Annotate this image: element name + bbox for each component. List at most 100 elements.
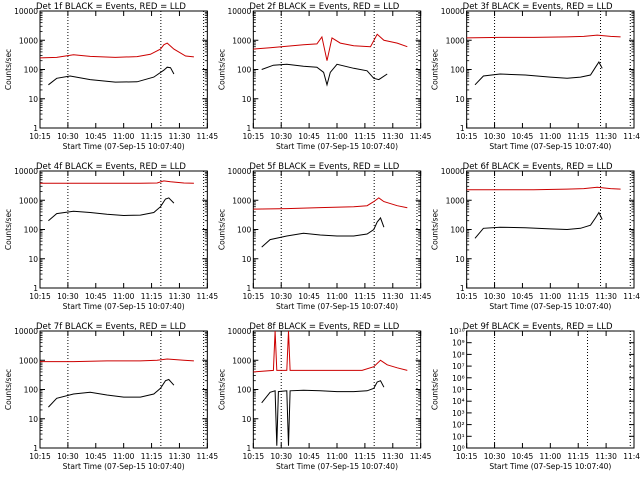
- y-tick-label: 10: [242, 415, 252, 424]
- y-axis-label: Counts/sec: [4, 49, 13, 90]
- events-series-line: [261, 216, 385, 248]
- y-tick-label: 100: [237, 66, 252, 75]
- y-tick-label: 100: [24, 226, 39, 235]
- lld-series-line: [466, 34, 621, 39]
- y-axis-label: Counts/sec: [217, 209, 226, 250]
- x-tick-label: 11:00: [326, 132, 348, 141]
- y-axis-label: Counts/sec: [431, 209, 440, 250]
- x-tick-label: 11:00: [113, 132, 135, 141]
- plot-frame: [466, 10, 635, 129]
- x-tick-label: 11:30: [595, 132, 617, 141]
- x-tick-label: 11:45: [623, 132, 640, 141]
- y-tick-label: 10000: [14, 327, 38, 336]
- x-tick-label: 10:45: [298, 292, 320, 301]
- panel-6: Det 6f BLACK = Events, RED = LLD 1 10 100 10…: [431, 162, 640, 311]
- panel-title: Det 1f BLACK = Events, RED = LLD: [36, 2, 186, 12]
- y-tick-label: 1000: [19, 36, 38, 45]
- x-tick-label: 11:45: [410, 292, 432, 301]
- plot-frame: [252, 170, 422, 289]
- x-axis-label: Start Time (07-Sep-15 10:07:40): [489, 142, 611, 151]
- y-tick-label: 10: [242, 255, 252, 264]
- y-tick-label: 10000: [441, 7, 465, 16]
- events-series-line: [48, 66, 175, 86]
- events-series-line: [474, 211, 603, 239]
- y-tick-label: 10⁶: [452, 374, 465, 383]
- x-tick-label: 11:00: [540, 132, 562, 141]
- x-tick-label: 10:45: [298, 132, 320, 141]
- x-axis-label: Start Time (07-Sep-15 10:07:40): [63, 142, 185, 151]
- y-tick-label: 10⁹: [452, 339, 465, 348]
- x-tick-label: 10:15: [243, 292, 265, 301]
- y-tick-label: 10⁵: [452, 386, 465, 395]
- y-tick-label: 10: [28, 415, 38, 424]
- y-tick-label: 10000: [227, 327, 251, 336]
- plot-frame: [252, 330, 422, 449]
- x-tick-label: 10:15: [456, 132, 478, 141]
- x-tick-label: 11:30: [169, 292, 191, 301]
- y-tick-label: 10: [242, 95, 252, 104]
- x-tick-label: 11:00: [540, 292, 562, 301]
- y-tick-label: 10000: [227, 7, 251, 16]
- y-axis-label: Counts/sec: [431, 49, 440, 90]
- plot-frame: [466, 330, 635, 449]
- x-tick-label: 11:00: [113, 452, 135, 461]
- lld-series-line: [253, 330, 408, 373]
- y-tick-label: 1000: [232, 196, 251, 205]
- x-tick-label: 10:15: [456, 292, 478, 301]
- x-tick-label: 11:45: [197, 132, 219, 141]
- x-tick-label: 11:15: [141, 452, 163, 461]
- lld-series-line: [466, 186, 621, 191]
- y-tick-label: 1: [247, 284, 252, 293]
- panel-2: Det 2f BLACK = Events, RED = LLD 1 10 100 10…: [217, 2, 431, 151]
- x-tick-label: 11:15: [354, 132, 376, 141]
- x-tick-label: 10:45: [512, 132, 534, 141]
- y-tick-label: 10000: [441, 167, 465, 176]
- y-tick-label: 10: [455, 255, 465, 264]
- x-tick-label: 11:45: [197, 292, 219, 301]
- panel-title: Det 6f BLACK = Events, RED = LLD: [463, 162, 613, 172]
- x-tick-label: 11:30: [382, 452, 404, 461]
- x-tick-label: 11:15: [354, 452, 376, 461]
- x-tick-label: 10:15: [243, 132, 265, 141]
- x-tick-label: 10:30: [57, 452, 79, 461]
- x-tick-label: 11:30: [382, 292, 404, 301]
- lld-series-line: [39, 42, 194, 59]
- y-axis-label: Counts/sec: [217, 49, 226, 90]
- panel-title: Det 7f BLACK = Events, RED = LLD: [36, 322, 186, 332]
- y-tick-label: 1: [33, 444, 38, 453]
- panel-title: Det 8f BLACK = Events, RED = LLD: [249, 322, 399, 332]
- x-tick-label: 10:15: [29, 292, 51, 301]
- x-tick-label: 10:15: [29, 132, 51, 141]
- x-tick-label: 11:45: [410, 452, 432, 461]
- events-series-line: [261, 63, 388, 87]
- x-tick-label: 11:15: [567, 132, 589, 141]
- x-tick-label: 10:30: [57, 292, 79, 301]
- lld-series-line: [40, 180, 194, 184]
- y-tick-label: 1: [33, 124, 38, 133]
- x-tick-label: 11:00: [326, 452, 348, 461]
- lld-series-line: [253, 197, 408, 210]
- x-tick-label: 10:30: [484, 452, 506, 461]
- y-tick-label: 10000: [14, 167, 38, 176]
- plot-frame: [252, 10, 422, 129]
- events-series-line: [261, 380, 385, 446]
- y-tick-label: 1: [33, 284, 38, 293]
- events-series-line: [48, 378, 175, 408]
- y-tick-label: 10000: [227, 167, 251, 176]
- panel-title: Det 9f BLACK = Events, RED = LLD: [463, 322, 613, 332]
- x-tick-label: 11:15: [567, 452, 589, 461]
- y-tick-label: 100: [24, 386, 39, 395]
- x-tick-label: 11:45: [197, 452, 219, 461]
- lld-series-line: [40, 358, 194, 363]
- x-tick-label: 10:30: [484, 292, 506, 301]
- x-tick-label: 11:15: [567, 292, 589, 301]
- y-tick-label: 10000: [14, 7, 38, 16]
- y-tick-label: 1000: [232, 36, 251, 45]
- x-tick-label: 10:30: [57, 132, 79, 141]
- y-tick-label: 1000: [446, 36, 465, 45]
- x-tick-label: 10:45: [85, 132, 107, 141]
- panel-1: Det 1f BLACK = Events, RED = LLD 1 10 100 10…: [4, 2, 218, 151]
- panel-3: Det 3f BLACK = Events, RED = LLD 1 10 100 10…: [431, 2, 640, 151]
